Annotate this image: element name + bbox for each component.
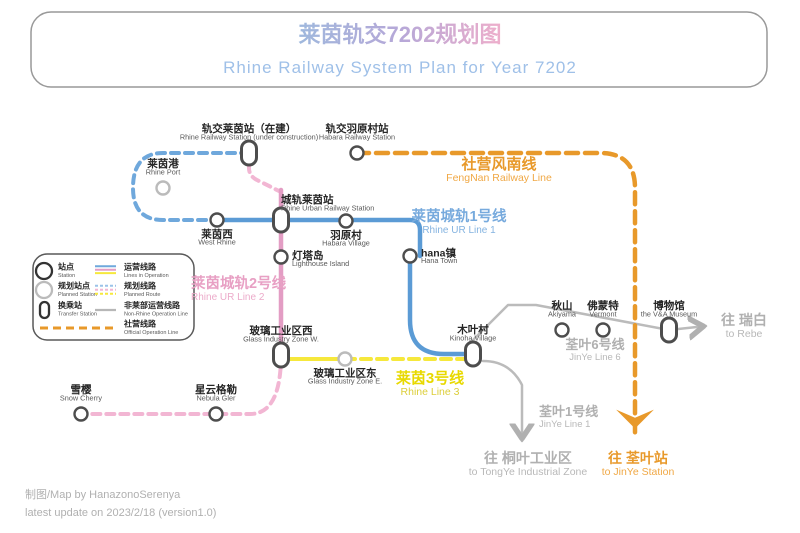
svg-text:Glass Industry Zone E.: Glass Industry Zone E. [308,377,382,386]
svg-text:莱茵轨交7202规划图: 莱茵轨交7202规划图 [299,22,502,47]
svg-text:latest update on 2023/2/18 (ve: latest update on 2023/2/18 (version1.0) [25,507,216,519]
svg-text:社营线路: 社营线路 [123,319,157,329]
svg-text:规划站点: 规划站点 [58,281,90,291]
svg-text:Rhine Railway Station (under c: Rhine Railway Station (under constructio… [180,133,318,142]
svg-text:Planned Station: Planned Station [58,292,97,298]
svg-text:Non-Rhine Operation Line: Non-Rhine Operation Line [124,312,188,318]
svg-text:Snow Cherry: Snow Cherry [60,394,103,403]
svg-text:Planned Route: Planned Route [124,292,160,298]
svg-text:JinYe Line 1: JinYe Line 1 [539,419,590,430]
svg-text:Kinoha Village: Kinoha Village [450,334,497,343]
svg-text:FengNan Railway Line: FengNan Railway Line [446,172,552,184]
svg-text:社营风南线: 社营风南线 [460,155,536,173]
svg-text:Nebula Gler: Nebula Gler [197,394,237,403]
svg-text:Lines in Operation: Lines in Operation [124,273,169,279]
svg-text:站点: 站点 [58,262,74,272]
svg-text:莱茵城轨2号线: 莱茵城轨2号线 [191,274,287,292]
svg-text:往 荃叶站: 往 荃叶站 [608,450,668,466]
svg-text:Rhine UR Line 2: Rhine UR Line 2 [191,292,265,303]
svg-text:往 瑞白: 往 瑞白 [721,312,767,328]
svg-text:Transfer Station: Transfer Station [58,312,97,318]
svg-text:非莱部运营线路: 非莱部运营线路 [124,300,181,310]
svg-text:Akiyama: Akiyama [548,310,577,319]
svg-text:to JinYe Station: to JinYe Station [602,466,675,478]
svg-text:Habara Village: Habara Village [322,239,370,248]
svg-text:Glass Industry Zone W.: Glass Industry Zone W. [243,335,319,344]
svg-text:JinYe Line 6: JinYe Line 6 [569,352,620,363]
svg-text:荃叶1号线: 荃叶1号线 [539,404,598,419]
svg-text:the V&A Museum: the V&A Museum [641,310,697,319]
svg-text:往 桐叶工业区: 往 桐叶工业区 [484,450,572,466]
svg-text:Rhine Line 3: Rhine Line 3 [401,386,460,398]
svg-text:Rhine Port: Rhine Port [146,168,180,177]
svg-text:Hana Town: Hana Town [421,256,457,265]
svg-text:to Rebe: to Rebe [726,328,763,340]
svg-text:Station: Station [58,273,75,279]
svg-text:运营线路: 运营线路 [124,262,157,272]
svg-text:制图/Map by HanazonoSerenya: 制图/Map by HanazonoSerenya [25,488,181,501]
svg-text:莱茵城轨1号线: 莱茵城轨1号线 [411,207,507,225]
svg-text:莱茵3号线: 莱茵3号线 [396,369,464,387]
svg-text:Rhine Railway System Plan for: Rhine Railway System Plan for Year 7202 [223,58,577,77]
svg-text:Rhine UR Line 1: Rhine UR Line 1 [422,225,496,236]
svg-text:West Rhine: West Rhine [198,238,236,247]
svg-text:Lighthouse Island: Lighthouse Island [292,259,349,268]
svg-text:Official Operation Line: Official Operation Line [124,330,178,336]
svg-text:荃叶6号线: 荃叶6号线 [565,337,624,352]
svg-text:Habara Railway Station: Habara Railway Station [319,133,395,142]
svg-text:Vermont: Vermont [589,310,616,319]
svg-text:to TongYe Industrial Zone: to TongYe Industrial Zone [469,466,588,478]
svg-text:Rhine Urban Railway Station: Rhine Urban Railway Station [281,204,374,213]
svg-text:规划线路: 规划线路 [124,281,157,291]
svg-text:换乘站: 换乘站 [58,300,82,310]
